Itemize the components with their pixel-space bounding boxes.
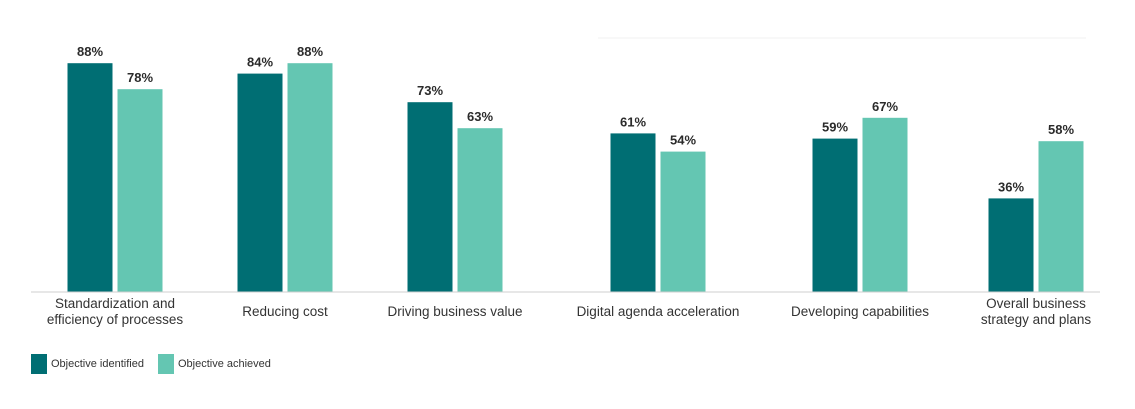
bar-achieved-5 [1038, 141, 1084, 292]
category-label-2: Driving business value [387, 304, 522, 319]
category-label-0: Standardization and efficiency of process… [47, 296, 184, 327]
bar-achieved-4 [862, 117, 908, 292]
bars-group [67, 63, 1084, 293]
value-label-achieved-0: 78% [127, 70, 153, 85]
bar-achieved-0 [117, 89, 163, 292]
labels-group: 88% 78% Standardization and efficiency of p… [47, 44, 1092, 327]
legend-label-achieved: Objective achieved [177, 358, 271, 370]
value-label-identified-5: 36% [998, 179, 1024, 194]
category-label-5: Overall business strategy and plans [981, 296, 1092, 327]
value-label-achieved-4: 67% [872, 99, 898, 114]
bar-identified-2 [407, 102, 453, 292]
legend-label-identified: Objective identified [51, 358, 144, 370]
bar-achieved-2 [457, 128, 503, 292]
legend-swatch-identified [31, 354, 47, 374]
legend-item-achieved: Objective achieved [157, 354, 271, 374]
legend-item-identified: Objective identified [31, 354, 144, 374]
bar-identified-3 [610, 133, 656, 292]
value-label-achieved-3: 54% [670, 133, 696, 148]
legend: Objective identified Objective achieved [31, 354, 285, 374]
bar-identified-4 [812, 138, 858, 292]
bar-achieved-3 [660, 151, 706, 292]
bar-identified-5 [988, 198, 1034, 292]
value-label-identified-2: 73% [417, 83, 443, 98]
value-label-achieved-5: 58% [1048, 122, 1074, 137]
bar-identified-1 [237, 73, 283, 292]
value-label-identified-4: 59% [822, 120, 848, 135]
value-label-identified-0: 88% [77, 44, 103, 59]
value-label-achieved-1: 88% [297, 44, 323, 59]
bar-achieved-1 [287, 63, 333, 293]
category-label-1: Reducing cost [242, 304, 328, 319]
value-label-identified-3: 61% [620, 114, 646, 129]
category-label-3: Digital agenda acceleration [577, 304, 740, 319]
value-label-achieved-2: 63% [467, 109, 493, 124]
value-label-identified-1: 84% [247, 55, 273, 70]
category-label-4: Developing capabilities [791, 304, 929, 319]
legend-swatch-achieved [157, 354, 174, 374]
bar-identified-0 [67, 63, 113, 293]
